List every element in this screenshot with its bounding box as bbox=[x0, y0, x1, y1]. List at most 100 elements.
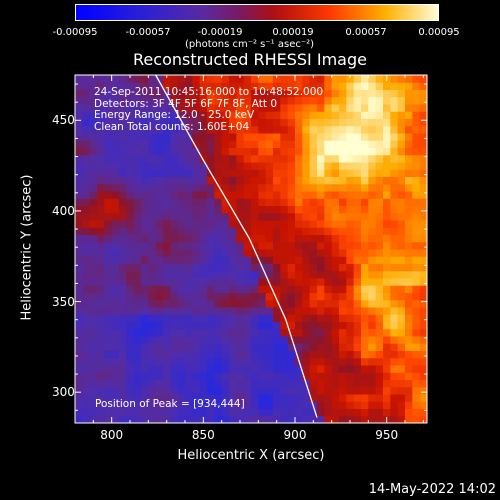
heatmap-cell bbox=[229, 125, 237, 134]
heatmap-cell bbox=[273, 220, 281, 228]
heatmap-cell bbox=[229, 191, 237, 199]
heatmap-cell bbox=[75, 307, 83, 315]
heatmap-cell bbox=[177, 89, 186, 98]
heatmap-cell bbox=[163, 125, 171, 134]
heatmap-cell bbox=[361, 154, 369, 163]
heatmap-cell bbox=[97, 227, 105, 235]
heatmap-cell bbox=[221, 314, 230, 322]
heatmap-cell bbox=[287, 270, 296, 279]
heatmap-cell bbox=[192, 256, 201, 264]
heatmap-cell bbox=[287, 241, 296, 250]
heatmap-cell bbox=[331, 162, 340, 170]
heatmap-cell bbox=[119, 299, 127, 308]
heatmap-cell bbox=[287, 365, 296, 373]
heatmap-cell bbox=[295, 256, 303, 264]
heatmap-cell bbox=[251, 336, 259, 344]
heatmap-cell bbox=[368, 379, 377, 388]
heatmap-cell bbox=[390, 125, 399, 134]
heatmap-cell bbox=[214, 82, 223, 90]
heatmap-cell bbox=[317, 379, 325, 388]
heatmap-cell bbox=[170, 328, 179, 337]
heatmap-cell bbox=[75, 133, 83, 141]
heatmap-cell bbox=[331, 89, 340, 98]
heatmap-cell bbox=[155, 263, 164, 272]
heatmap-cell bbox=[97, 147, 105, 156]
heatmap-cell bbox=[148, 147, 157, 156]
heatmap-cell bbox=[119, 408, 127, 417]
info-energy-range: Energy Range: 12.0 - 25.0 keV bbox=[94, 109, 255, 121]
heatmap-cell bbox=[295, 321, 303, 330]
heatmap-cell bbox=[141, 314, 149, 322]
heatmap-cell bbox=[309, 140, 318, 148]
heatmap-cell bbox=[207, 140, 215, 148]
heatmap-cell bbox=[148, 336, 157, 344]
heatmap-cell bbox=[192, 241, 201, 250]
heatmap-cell bbox=[258, 365, 267, 373]
heatmap-cell bbox=[265, 357, 274, 366]
heatmap-cell bbox=[111, 104, 120, 112]
heatmap-cell bbox=[295, 89, 303, 98]
heatmap-cell bbox=[287, 314, 296, 322]
heatmap-cell bbox=[126, 169, 135, 177]
heatmap-cell bbox=[346, 169, 355, 177]
heatmap-cell bbox=[251, 212, 259, 221]
heatmap-cell bbox=[141, 292, 149, 301]
heatmap-cell bbox=[221, 365, 230, 373]
heatmap-cell bbox=[82, 147, 91, 156]
heatmap-cell bbox=[302, 321, 311, 330]
heatmap-cell bbox=[170, 372, 179, 380]
heatmap-cell bbox=[331, 263, 340, 272]
heatmap-cell bbox=[361, 133, 369, 141]
heatmap-cell bbox=[148, 394, 157, 402]
heatmap-cell bbox=[265, 285, 274, 293]
heatmap-cell bbox=[148, 205, 157, 214]
heatmap-cell bbox=[309, 111, 318, 119]
heatmap-cell bbox=[207, 111, 215, 119]
heatmap-cell bbox=[405, 96, 413, 105]
heatmap-cell bbox=[243, 89, 252, 98]
heatmap-cell bbox=[199, 154, 208, 163]
heatmap-cell bbox=[236, 111, 245, 119]
heatmap-cell bbox=[89, 263, 98, 272]
heatmap-cell bbox=[236, 133, 245, 141]
heatmap-cell bbox=[361, 118, 369, 127]
heatmap-cell bbox=[361, 307, 369, 315]
x-tick-label: 850 bbox=[191, 428, 215, 442]
heatmap-cell bbox=[383, 191, 391, 199]
heatmap-cell bbox=[324, 133, 333, 141]
heatmap-cell bbox=[221, 386, 230, 395]
heatmap-cell bbox=[309, 154, 318, 163]
heatmap-cell bbox=[97, 321, 105, 330]
heatmap-cell bbox=[126, 176, 135, 185]
heatmap-cell bbox=[199, 307, 208, 315]
heatmap-cell bbox=[126, 350, 135, 359]
heatmap-cell bbox=[163, 75, 171, 83]
heatmap-cell bbox=[148, 307, 157, 315]
heatmap-cell bbox=[397, 249, 406, 257]
heatmap-cell bbox=[119, 111, 127, 119]
heatmap-cell bbox=[280, 350, 289, 359]
heatmap-cell bbox=[148, 140, 157, 148]
colorbar-tick-label: 0.00019 bbox=[272, 27, 314, 38]
heatmap-cell bbox=[361, 256, 369, 264]
heatmap-cell bbox=[390, 292, 399, 301]
heatmap-cell bbox=[199, 234, 208, 243]
heatmap-cell bbox=[375, 227, 384, 235]
heatmap-cell bbox=[317, 147, 325, 156]
heatmap-cell bbox=[185, 220, 193, 228]
heatmap-cell bbox=[243, 82, 252, 90]
heatmap-cell bbox=[375, 256, 384, 264]
observation-info: 24-Sep-2011 10:45:16.000 to 10:48:52.000… bbox=[94, 86, 323, 133]
heatmap-cell bbox=[229, 357, 237, 366]
colorbar-tick-label: -0.00019 bbox=[197, 27, 243, 38]
heatmap-cell bbox=[104, 212, 113, 221]
heatmap-cell bbox=[251, 140, 259, 148]
heatmap-cell bbox=[273, 307, 281, 315]
heatmap-cell bbox=[280, 241, 289, 250]
heatmap-cell bbox=[397, 205, 406, 214]
heatmap-cell bbox=[302, 401, 311, 409]
heatmap-cell bbox=[82, 292, 91, 301]
heatmap-cell bbox=[214, 299, 223, 308]
heatmap-cell bbox=[419, 270, 428, 279]
heatmap-cell bbox=[258, 307, 267, 315]
